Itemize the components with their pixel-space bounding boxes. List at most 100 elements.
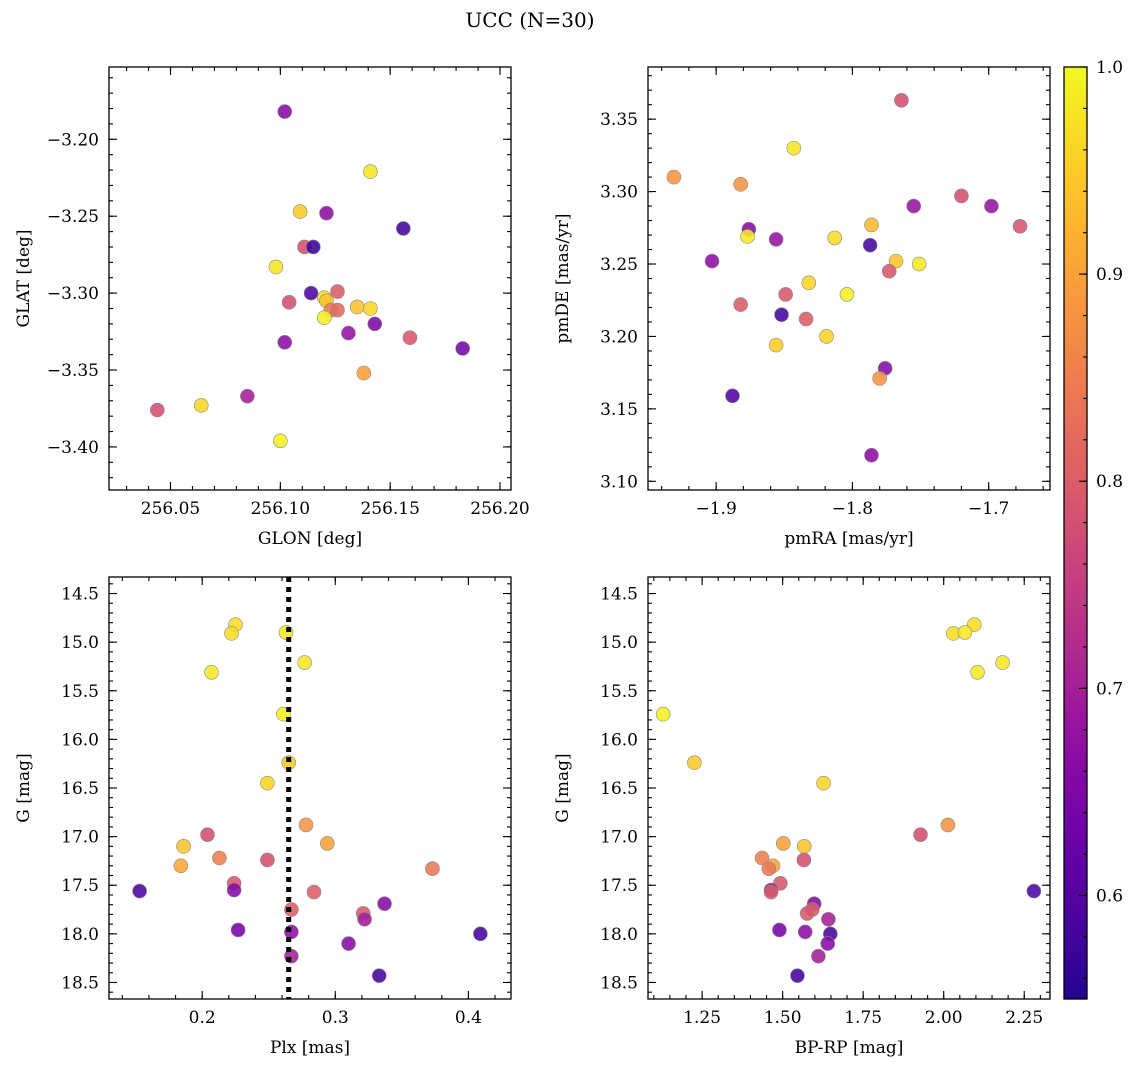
data-point	[820, 936, 836, 951]
figure-title: UCC (N=30)	[465, 8, 594, 32]
data-point	[316, 310, 332, 326]
data-point	[281, 295, 297, 310]
x-tick-label: 1.75	[844, 1008, 882, 1028]
data-point	[786, 140, 802, 156]
data-point	[224, 626, 239, 641]
data-point	[349, 299, 365, 315]
data-point	[357, 911, 372, 927]
data-point	[906, 198, 922, 214]
data-point	[320, 836, 335, 851]
y-tick-label: 16.5	[61, 779, 99, 799]
y-tick-label: 16.0	[600, 730, 638, 750]
data-point	[367, 316, 383, 332]
x-tick-label: 256.10	[251, 499, 310, 519]
data-point	[772, 922, 787, 938]
data-point	[911, 256, 927, 272]
data-point	[132, 883, 147, 899]
y-axis-label: GLAT [deg]	[14, 229, 34, 327]
panel-plx-g: 0.2 0.3 0.4 14.5 15.0 15.5 16.0 16.5 17.0 17.5 18.…	[14, 576, 512, 1058]
y-tick-label: −3.30	[47, 284, 99, 304]
data-point	[839, 287, 855, 302]
data-point	[864, 217, 879, 233]
data-point	[704, 253, 720, 269]
colorbar-gradient	[1064, 67, 1087, 999]
data-point	[396, 221, 411, 236]
y-tick-label: 17.0	[600, 828, 638, 848]
x-tick-label: −1.8	[832, 499, 873, 519]
axes-frame	[647, 66, 1051, 491]
y-tick-label: 3.20	[600, 327, 638, 347]
y-tick-label: 3.25	[600, 255, 638, 275]
y-tick-label: 15.0	[600, 633, 638, 653]
panel-glon-glat: 256.05 256.10 256.15 256.20 −3.40 −3.35 −3.30 −…	[14, 66, 530, 549]
data-point	[778, 287, 793, 302]
colorbar-tick-label: 0.8	[1096, 472, 1123, 492]
y-tick-label: 17.5	[61, 876, 99, 896]
data-point	[341, 936, 356, 951]
y-tick-label: 15.0	[61, 633, 99, 653]
data-point	[1012, 219, 1028, 234]
data-point	[284, 902, 299, 917]
data-point	[473, 926, 488, 942]
data-point	[212, 850, 227, 866]
data-point	[305, 239, 321, 255]
data-point	[811, 948, 826, 964]
data-point	[356, 365, 372, 381]
data-point	[230, 922, 246, 938]
data-point	[371, 968, 387, 983]
y-tick-label: 16.0	[61, 730, 99, 750]
axes-frame	[108, 576, 512, 1000]
colorbar-tick-label: 0.9	[1096, 265, 1123, 285]
x-axis-label: BP-RP [mag]	[795, 1038, 904, 1058]
data-point	[193, 398, 209, 413]
data-point	[725, 388, 740, 404]
data-point	[775, 836, 791, 851]
data-point	[872, 371, 887, 386]
data-point	[768, 337, 784, 353]
y-tick-label: 15.5	[61, 682, 99, 702]
axes-frame	[647, 576, 1051, 1000]
data-point	[687, 755, 702, 771]
y-tick-label: 3.30	[600, 183, 638, 203]
y-tick-label: 3.15	[600, 400, 638, 420]
data-point	[150, 402, 165, 418]
y-axis-label: pmDE [mas/yr]	[553, 213, 573, 343]
data-point	[797, 924, 813, 940]
data-point	[455, 341, 470, 356]
y-tick-label: 18.0	[600, 925, 638, 945]
data-point	[377, 896, 392, 912]
y-tick-label: 14.5	[61, 585, 99, 605]
data-point	[913, 827, 928, 842]
y-tick-label: 15.5	[600, 682, 638, 702]
y-axis-label: G [mag]	[14, 753, 34, 822]
data-points	[655, 617, 1042, 983]
data-point	[888, 253, 904, 269]
data-point	[816, 775, 831, 791]
colorbar-tick-label: 1.0	[1096, 58, 1123, 78]
colorbar: 0.6 0.7 0.8 0.9 1.0	[1063, 58, 1123, 1000]
data-point	[862, 237, 878, 253]
data-point	[363, 164, 378, 179]
data-point	[740, 229, 755, 244]
y-tick-label: −3.35	[47, 361, 99, 381]
data-point	[204, 664, 219, 680]
data-point	[995, 655, 1010, 670]
data-point	[176, 839, 191, 854]
data-point	[402, 330, 418, 346]
data-point	[268, 259, 284, 275]
colorbar-tick-label: 0.6	[1096, 886, 1123, 906]
y-tick-label: 16.5	[600, 779, 638, 799]
data-point	[292, 204, 308, 219]
data-point	[240, 388, 255, 404]
x-tick-label: 256.20	[470, 499, 529, 519]
data-point	[954, 188, 969, 204]
data-point	[821, 911, 836, 927]
x-tick-label: 0.4	[455, 1008, 482, 1028]
data-point	[226, 882, 242, 898]
data-point	[297, 655, 312, 670]
data-point	[733, 177, 748, 192]
data-point	[260, 775, 275, 791]
data-point	[173, 858, 189, 874]
data-point	[798, 311, 814, 327]
data-point	[827, 230, 842, 246]
